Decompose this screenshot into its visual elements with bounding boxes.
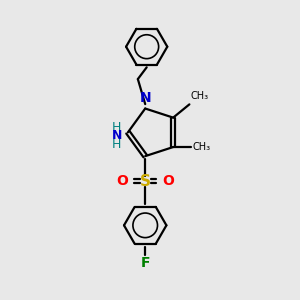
Text: H: H bbox=[112, 138, 122, 151]
Text: O: O bbox=[117, 174, 128, 188]
Text: S: S bbox=[140, 174, 151, 189]
Text: O: O bbox=[162, 174, 174, 188]
Text: H: H bbox=[112, 121, 122, 134]
Text: CH₃: CH₃ bbox=[192, 142, 211, 152]
Text: N: N bbox=[140, 91, 151, 105]
Text: CH₃: CH₃ bbox=[191, 92, 209, 101]
Text: N: N bbox=[112, 129, 122, 142]
Text: F: F bbox=[140, 256, 150, 270]
